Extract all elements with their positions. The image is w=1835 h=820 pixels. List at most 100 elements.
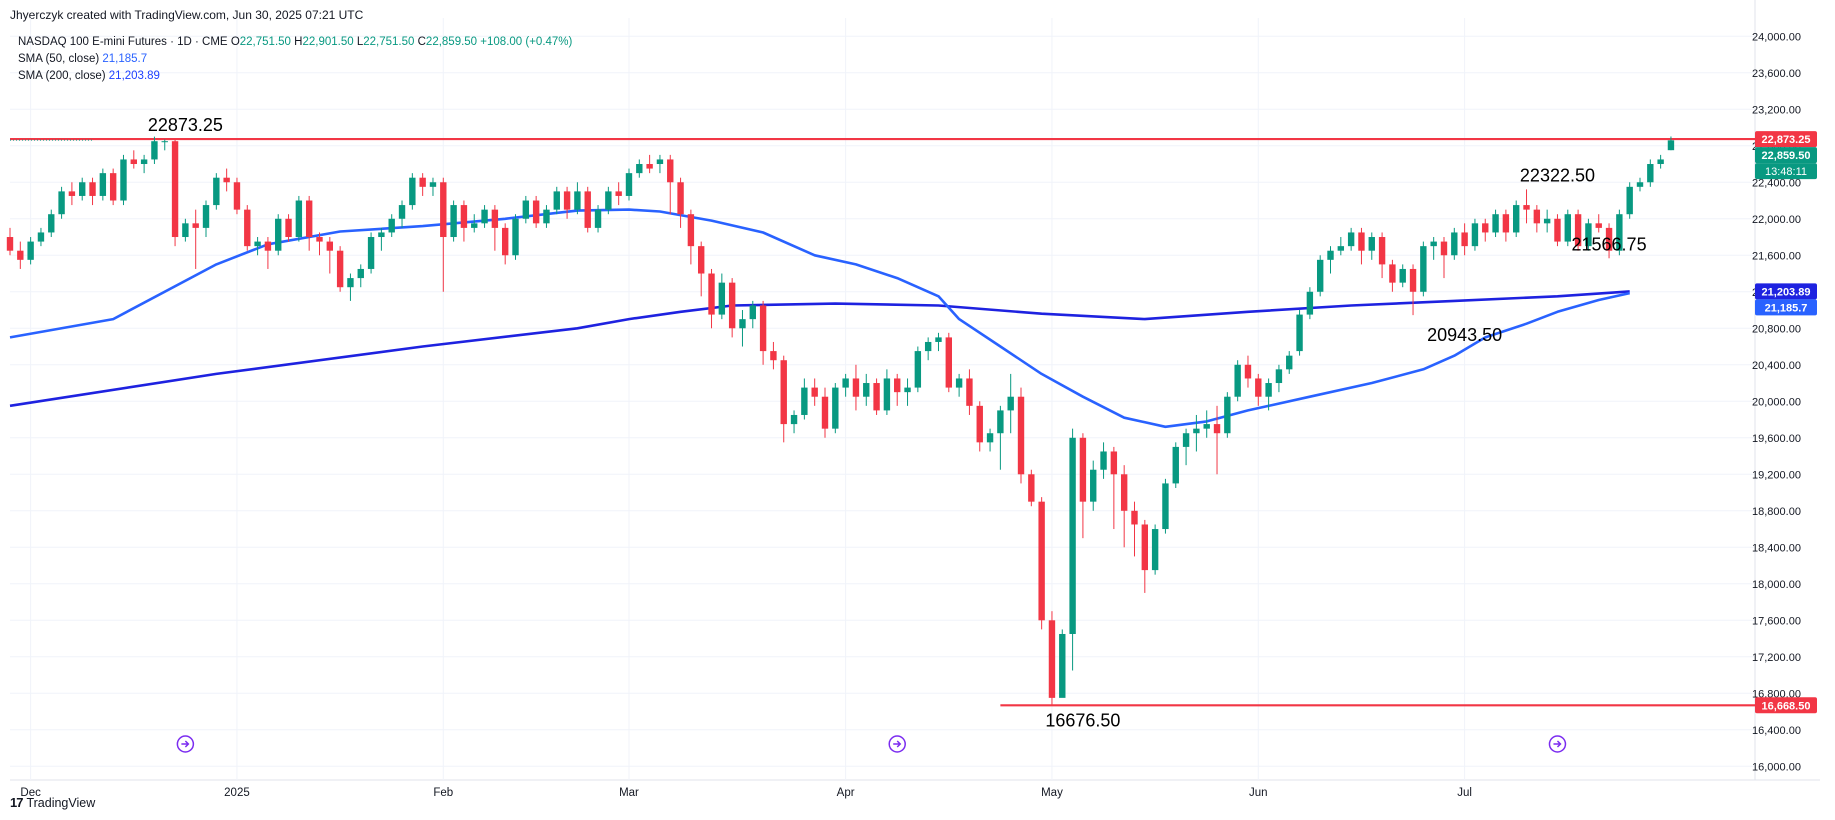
candle: [574, 182, 581, 215]
close-value: 22,859.50: [425, 36, 478, 48]
sma200-line: [9, 290, 1630, 408]
y-tick-label: 20,800.00: [1752, 323, 1801, 335]
candle-body: [171, 141, 179, 238]
candle-body: [1038, 501, 1045, 621]
candle-body: [1182, 433, 1190, 447]
candle: [1193, 414, 1200, 452]
candle-body: [1358, 232, 1365, 251]
candle-body: [1543, 218, 1551, 224]
candle-body: [945, 337, 952, 388]
candle-body: [842, 378, 849, 388]
sma50-row[interactable]: SMA (50, close) 21,185.7: [18, 51, 572, 68]
tradingview-brand[interactable]: 17 TradingView: [10, 795, 95, 810]
candle-body: [264, 241, 272, 251]
sma200-price-label-bg: [1755, 283, 1817, 300]
candle-body: [1585, 223, 1592, 247]
candle-body: [522, 200, 530, 219]
arrow-circle-icon[interactable]: [176, 735, 195, 753]
candle: [409, 173, 416, 210]
candle: [1657, 154, 1664, 169]
candle-body: [1626, 186, 1633, 215]
candle-body: [1079, 437, 1087, 502]
arrow-circle-icon[interactable]: [888, 735, 906, 753]
candle-body: [976, 405, 983, 443]
chart-grid: [10, 0, 1820, 781]
candle: [1647, 159, 1654, 187]
candle: [192, 209, 199, 269]
candle: [646, 154, 653, 174]
candle: [1502, 209, 1510, 242]
candle-body: [543, 209, 550, 224]
y-tick-label: 17,200.00: [1752, 652, 1801, 664]
candle: [863, 373, 870, 406]
candle: [1182, 428, 1190, 466]
y-tick-label: 24,000.00: [1752, 31, 1801, 43]
candle: [986, 428, 994, 452]
candle-body: [646, 164, 653, 169]
candle: [677, 177, 684, 228]
candle: [367, 232, 375, 274]
candle-body: [1306, 291, 1314, 315]
candle: [801, 378, 808, 420]
candle: [1162, 478, 1169, 534]
ohlc-row[interactable]: NASDAQ 100 E-mini Futures · 1D · CME O22…: [18, 34, 572, 51]
candle: [1523, 189, 1530, 224]
candle: [1574, 209, 1582, 251]
candle-body: [1090, 469, 1097, 502]
candle: [347, 273, 354, 301]
candle: [821, 387, 829, 438]
candle: [522, 195, 530, 224]
candle-body: [388, 218, 395, 233]
sma200-price-label-text: 21,203.89: [1762, 286, 1811, 298]
y-tick-label: 19,200.00: [1752, 469, 1801, 481]
candle-body: [1007, 396, 1014, 411]
candle-body: [1172, 446, 1179, 484]
sma200-row[interactable]: SMA (200, close) 21,203.89: [18, 68, 572, 85]
candle: [1420, 241, 1427, 297]
candle: [1616, 209, 1623, 256]
countdown-bg: [1755, 163, 1817, 180]
candle: [429, 177, 437, 196]
candle: [1378, 232, 1386, 279]
candle: [997, 405, 1004, 470]
candle: [687, 209, 695, 265]
candle-body: [89, 182, 96, 196]
candle-body: [780, 360, 787, 425]
candle-body: [615, 191, 622, 196]
candle-body: [254, 241, 261, 247]
x-tick-label: Feb: [433, 787, 453, 799]
y-tick-label: 22,000.00: [1752, 214, 1801, 226]
candle-body: [109, 173, 117, 201]
candle: [1327, 246, 1334, 274]
support-price-label-bg: [1755, 697, 1817, 714]
open-value: 22,751.50: [239, 36, 291, 48]
candle: [1255, 373, 1262, 406]
candle: [357, 264, 364, 288]
candle: [130, 150, 137, 169]
candle: [264, 237, 272, 269]
candle-body: [305, 200, 313, 238]
arrow-circle-icon[interactable]: [1548, 735, 1567, 753]
candle: [305, 195, 313, 251]
candle: [316, 232, 323, 256]
low-label: L: [356, 36, 364, 48]
annotation-label: 20943.50: [1427, 325, 1502, 345]
candle-body: [1647, 164, 1654, 183]
candle: [1337, 237, 1345, 256]
candle-body: [1100, 451, 1107, 470]
candle-body: [17, 250, 24, 260]
annotation-label: 21566.75: [1572, 234, 1647, 254]
candle-body: [1657, 159, 1664, 165]
candle: [563, 186, 571, 219]
candle-body: [667, 159, 674, 183]
candle-body: [1203, 424, 1210, 429]
candle: [1636, 177, 1644, 192]
symbol-name[interactable]: NASDAQ 100 E-mini Futures · 1D · CME: [18, 36, 228, 48]
resistance-price-label: 22,873.25: [1755, 131, 1817, 148]
candle-body: [244, 209, 251, 247]
candle-body: [213, 177, 220, 206]
candle: [1028, 469, 1035, 507]
candle: [1172, 442, 1179, 488]
brand-name: TradingView: [26, 795, 96, 810]
